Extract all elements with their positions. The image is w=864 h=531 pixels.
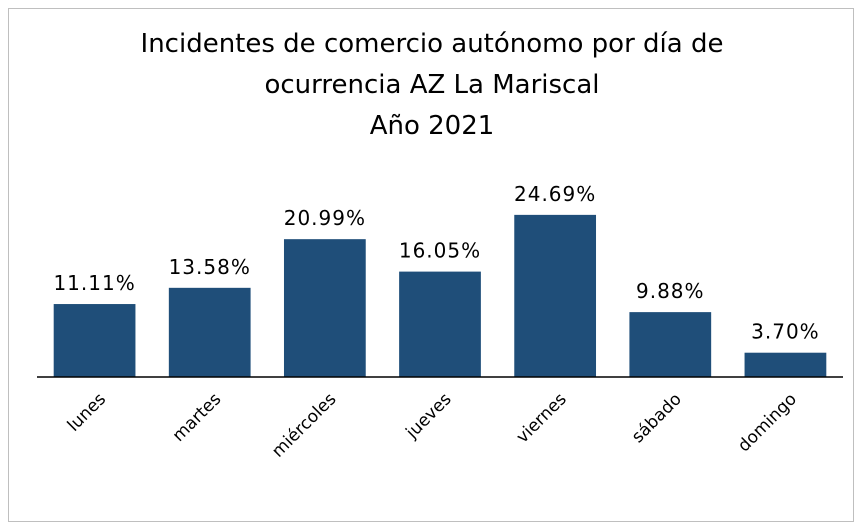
bar [744,352,827,377]
data-label: 20.99% [284,206,366,230]
bar [283,239,366,377]
data-label: 13.58% [169,255,251,279]
data-label: 9.88% [636,279,705,303]
chart-title: Incidentes de comercio autónomo por día … [141,29,724,59]
chart-title: ocurrencia AZ La Mariscal [264,70,599,100]
bar [53,304,136,377]
chart-frame [8,8,854,522]
data-label: 16.05% [399,239,481,263]
bar [514,214,597,377]
data-label: 3.70% [751,320,820,344]
bar [168,287,251,377]
chart-title: Año 2021 [370,111,495,141]
bar [629,312,712,377]
data-label: 11.11% [53,271,135,295]
data-label: 24.69% [514,182,596,206]
bar [399,271,481,377]
